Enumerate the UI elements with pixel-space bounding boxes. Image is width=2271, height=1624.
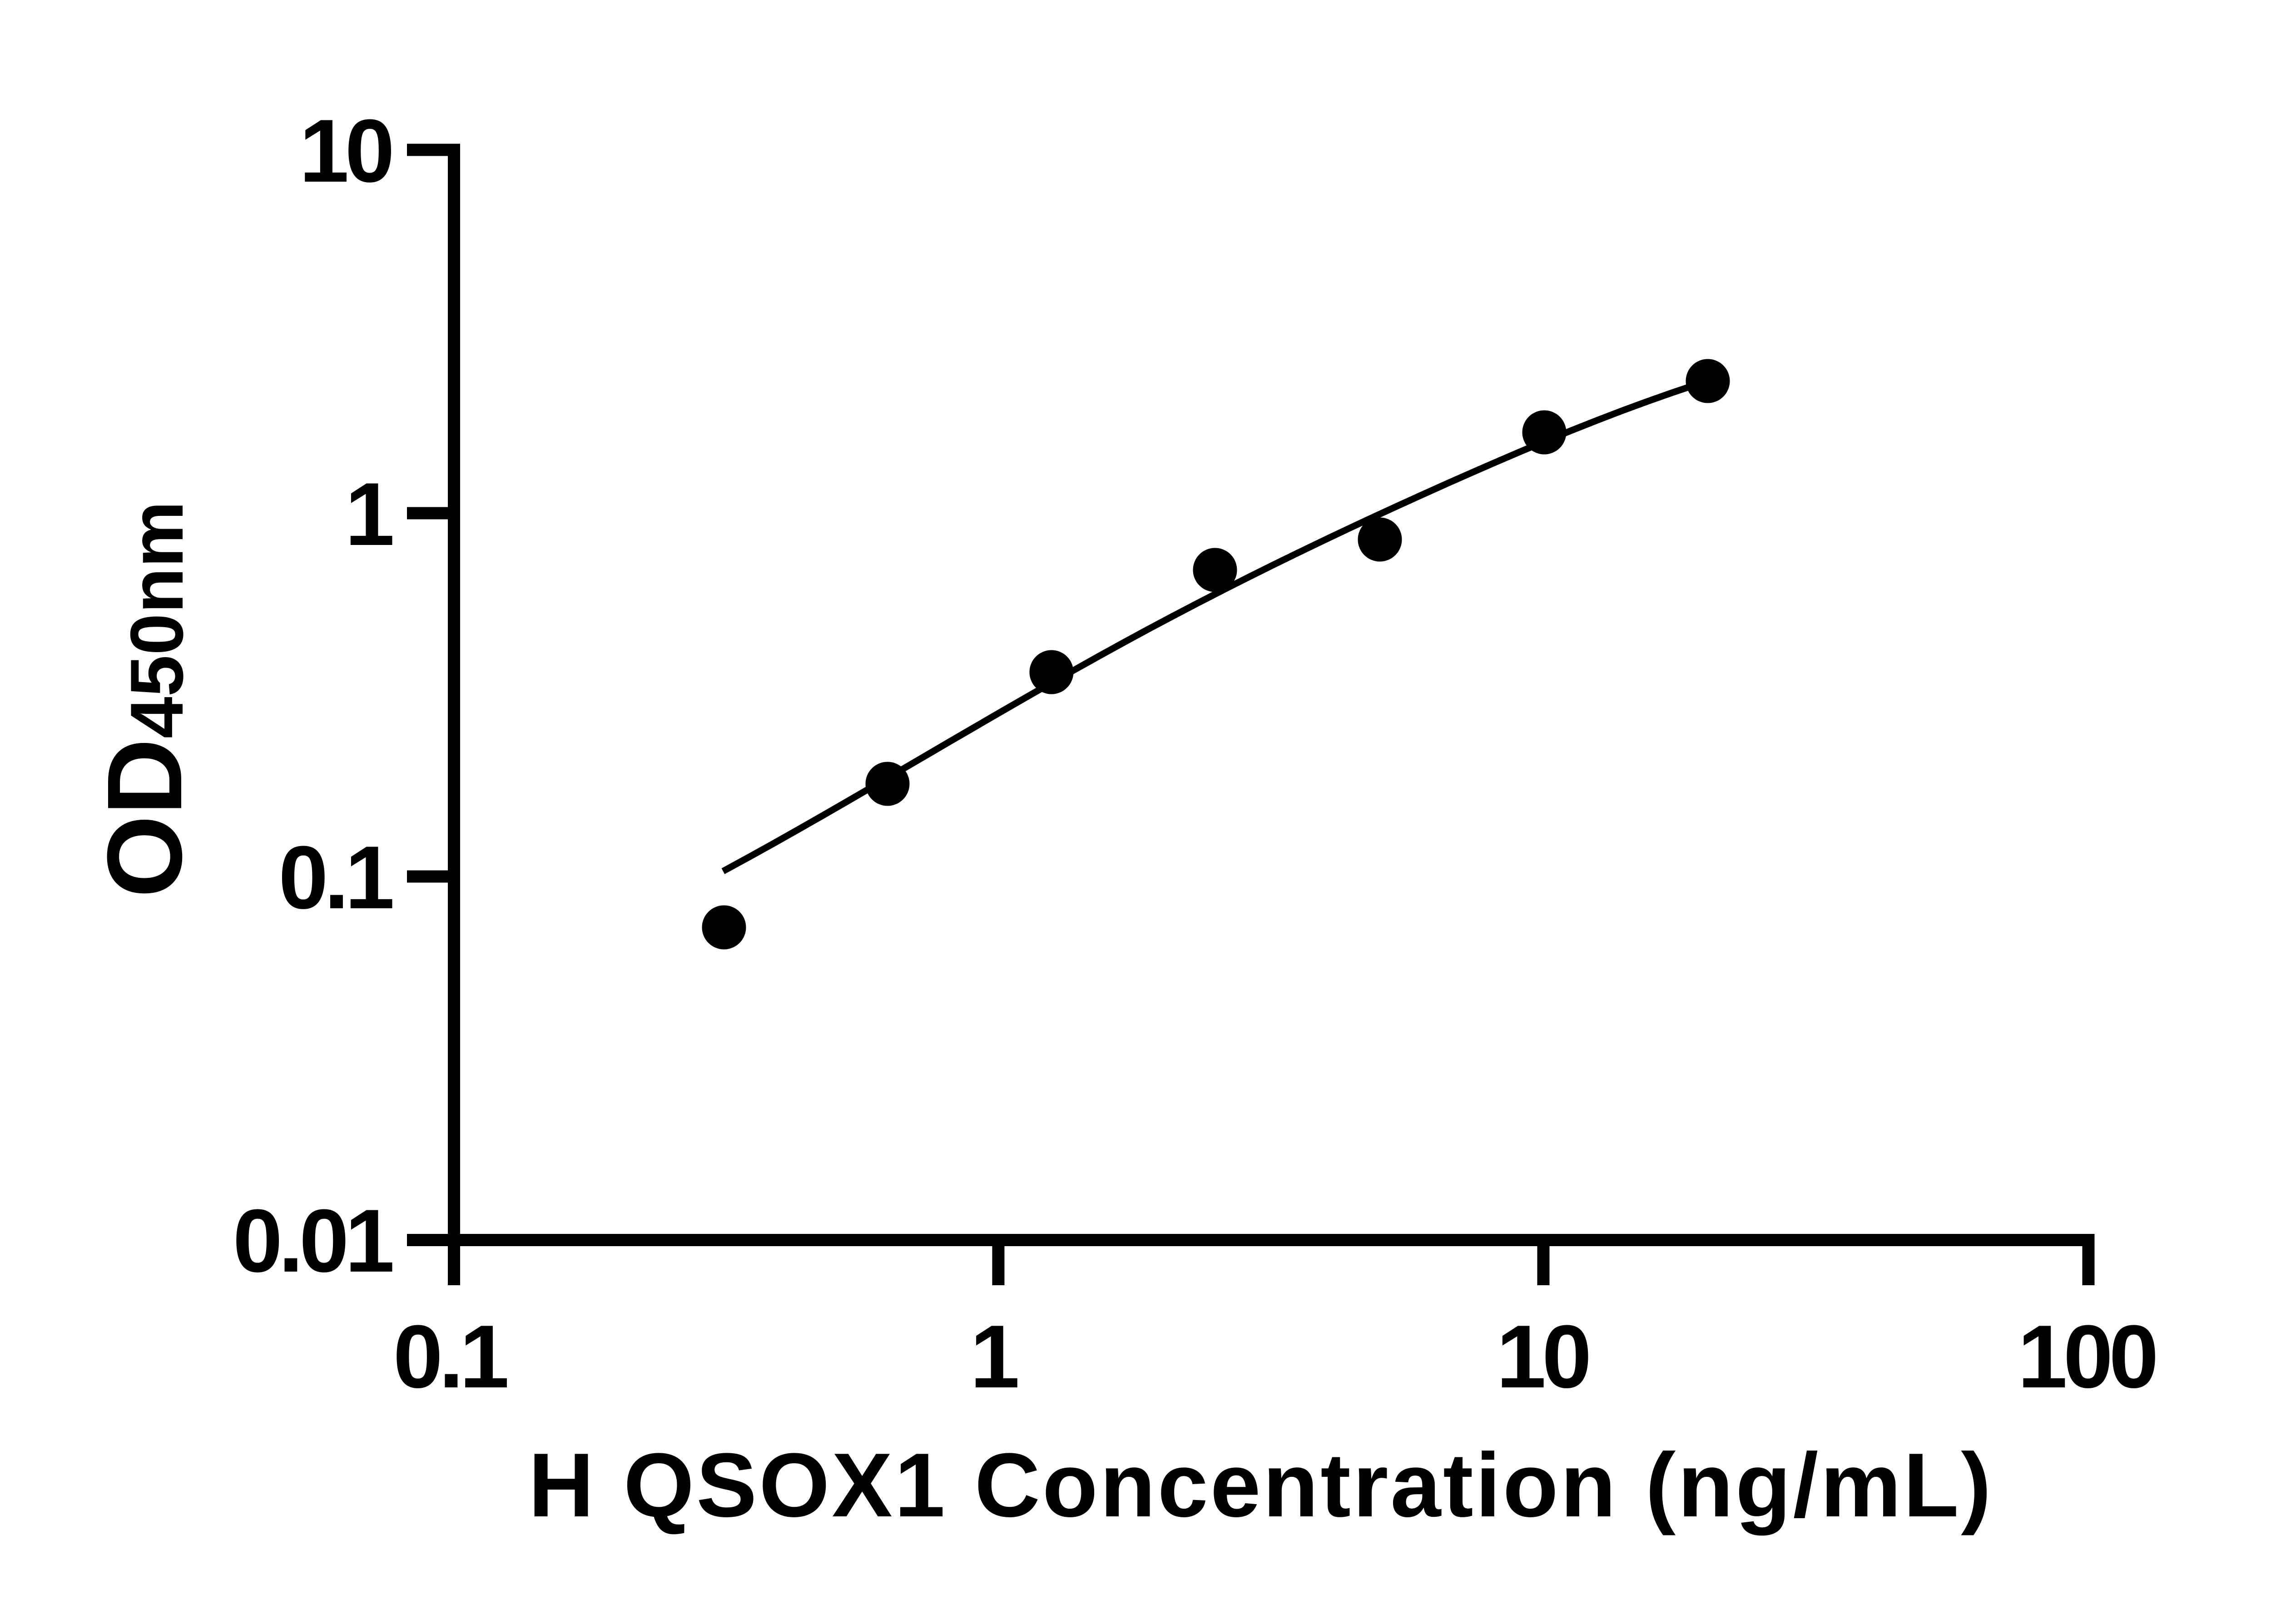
svg-text:1: 1 [970,1307,1018,1406]
svg-text:100: 100 [2018,1307,2155,1406]
svg-text:0.1: 0.1 [278,827,392,927]
svg-text:0.01: 0.01 [233,1191,393,1291]
svg-text:10: 10 [1496,1307,1588,1406]
svg-text:H QSOX1 Concentration (ng/mL): H QSOX1 Concentration (ng/mL) [528,1435,1993,1536]
svg-text:1: 1 [345,464,392,564]
svg-text:10: 10 [299,101,392,201]
svg-text:0.1: 0.1 [393,1307,507,1406]
